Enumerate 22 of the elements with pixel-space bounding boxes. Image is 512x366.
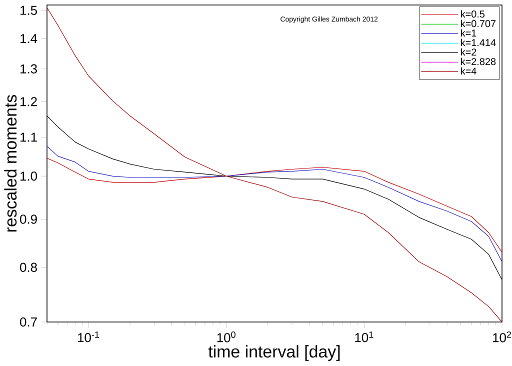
x-axis-title: time interval [day] [208, 345, 340, 361]
legend-label: k=4 [460, 67, 476, 75]
legend-label: k=1.414 [460, 38, 496, 46]
x-tick-label: 10$^{1}$ [355, 331, 374, 342]
y-tick-label: 1.1 [20, 132, 37, 142]
legend-label: k=1 [460, 29, 476, 37]
x-tick-label: 10$^{2}$ [493, 331, 512, 342]
legend-label: k=2 [460, 48, 476, 56]
y-tick-label: 1.0 [20, 172, 38, 181]
y-tick-label: 1.4 [20, 34, 38, 44]
y-tick-label: 0.9 [20, 214, 37, 224]
y-axis-title: rescaled moments [4, 94, 17, 232]
legend-label: k=0.707 [460, 20, 496, 28]
y-tick-label: 0.8 [20, 262, 37, 272]
y-tick-label: 0.7 [20, 317, 37, 327]
legend-label: k=2.828 [460, 58, 496, 66]
y-tick-label: 1.3 [20, 64, 37, 74]
x-tick-label: 10$^{0}$ [217, 331, 236, 342]
legend-label: k=0.5 [460, 10, 485, 18]
y-tick-label: 1.2 [20, 97, 37, 106]
y-tick-label: 1.5 [20, 6, 37, 15]
x-tick-label: 10$^{-1}$ [78, 331, 100, 342]
